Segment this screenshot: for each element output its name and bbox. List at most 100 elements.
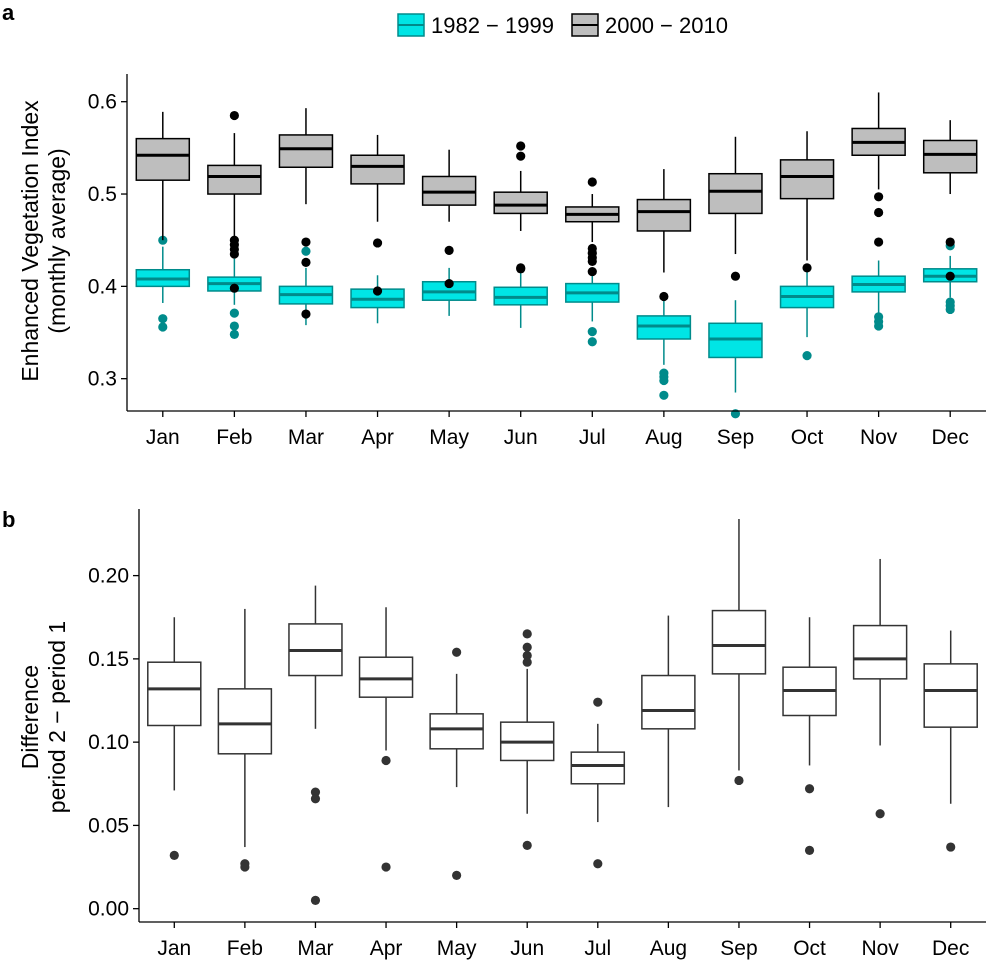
outlier-point [310, 895, 321, 905]
outlier-point [516, 141, 526, 151]
outlier-point [802, 263, 812, 273]
y-axis-ticks: 0.00 0.05 0.10 0.15 0.20 [88, 565, 139, 921]
box-difference-aug [641, 615, 696, 808]
x-tick-label: Jan [157, 937, 191, 960]
outlier-point [522, 650, 532, 661]
outlier-point [659, 291, 669, 302]
y-tick-label: 0.5 [88, 183, 117, 206]
box-iqr [217, 688, 273, 755]
y-axis-title: Enhanced Vegetation Index (monthly avera… [17, 100, 70, 382]
y-tick-label: 0.00 [88, 898, 129, 921]
box-period1-apr [350, 275, 405, 324]
outlier-point [516, 151, 526, 161]
outlier-point [381, 862, 391, 872]
outlier-point [659, 375, 669, 386]
outlier-point [587, 266, 597, 277]
y-tick-label: 0.4 [88, 275, 118, 298]
x-tick-label: Mar [288, 426, 324, 449]
outlier-point [804, 784, 815, 794]
outlier-point [301, 309, 311, 319]
box-iqr [708, 172, 763, 215]
box-iqr [852, 624, 908, 680]
x-tick-label: Nov [861, 937, 899, 960]
x-tick-label: Sep [720, 937, 757, 960]
x-tick-label: May [437, 937, 477, 960]
x-tick-label: Oct [793, 937, 826, 960]
box-iqr [922, 139, 978, 174]
outlier-point [229, 329, 239, 339]
x-tick-label: Mar [297, 937, 333, 960]
box-iqr [641, 674, 696, 730]
x-tick-label: Apr [370, 937, 403, 960]
outlier-point [301, 257, 311, 267]
y-axis-title-line1: Enhanced Vegetation Index [17, 100, 43, 382]
outlier-point [734, 775, 744, 786]
box-period2-oct [779, 131, 835, 273]
x-tick-label: Jun [504, 426, 538, 449]
box-period2-apr [350, 134, 405, 296]
outlier-point [522, 642, 532, 652]
box-difference-nov [852, 558, 908, 819]
box-difference-jul [570, 697, 626, 869]
box-difference-mar [288, 585, 343, 905]
outlier-point [875, 809, 885, 819]
x-tick-label: Jun [510, 937, 544, 960]
x-tick-label: Dec [932, 426, 969, 449]
panel-b-chart: Difference period 2 − period 1 0.000.050… [17, 509, 986, 960]
outlier-point [229, 283, 239, 293]
box-plots [147, 518, 978, 905]
box-iqr [923, 663, 978, 728]
panel-a-chart: 1982 − 1999 2000 − 2010 Enhanced Vegetat… [17, 13, 986, 449]
outlier-point [452, 647, 462, 657]
outlier-point [945, 271, 955, 281]
y-tick-label: 0.15 [88, 648, 129, 671]
box-period1-may [421, 267, 477, 316]
outlier-point [381, 755, 391, 766]
outlier-point [229, 321, 239, 331]
box-iqr [135, 137, 191, 181]
y-axis-title-line2: period 2 − period 1 [44, 621, 70, 813]
box-period1-jan [135, 235, 191, 332]
x-axis-ticks: Jan Feb Mar Apr May Jun Jul Aug Sep Oct Nov Dec [157, 922, 969, 960]
box-period2-dec [922, 120, 978, 281]
x-tick-label: Feb [227, 937, 263, 960]
box-period1-mar [278, 246, 334, 326]
outlier-point [522, 840, 532, 850]
outlier-point [730, 271, 741, 281]
y-axis-ticks: 0.3 0.4 0.5 0.6 [88, 91, 127, 391]
outlier-point [158, 322, 168, 332]
y-axis-title: Difference period 2 − period 1 [17, 621, 70, 813]
box-difference-apr [358, 607, 414, 872]
legend-label-period2: 2000 − 2010 [605, 13, 728, 38]
outlier-point [229, 249, 239, 259]
outlier-point [587, 337, 597, 347]
x-tick-label: Oct [791, 426, 824, 449]
box-period2-jun [493, 141, 548, 274]
box-period2-feb [207, 110, 262, 293]
box-difference-feb [217, 608, 273, 872]
legend: 1982 − 1999 2000 − 2010 [397, 13, 728, 38]
box-period1-jun [493, 267, 548, 328]
x-tick-label: Aug [650, 937, 687, 960]
outlier-point [946, 842, 956, 852]
legend-entry-period1: 1982 − 1999 [397, 13, 554, 38]
outlier-point [229, 110, 239, 121]
x-tick-label: Apr [361, 426, 394, 449]
y-tick-label: 0.3 [88, 368, 117, 391]
x-tick-label: Jul [579, 426, 606, 449]
box-difference-jun [499, 629, 555, 850]
y-tick-label: 0.6 [88, 91, 117, 114]
outlier-point [372, 286, 383, 296]
box-period1-nov [851, 260, 906, 331]
box-period1-aug [636, 300, 692, 400]
outlier-point [452, 870, 462, 880]
box-period2-mar [278, 108, 334, 319]
outlier-point [444, 245, 454, 255]
box-iqr [358, 656, 414, 698]
legend-entry-period2: 2000 − 2010 [571, 13, 728, 38]
outlier-point [522, 629, 532, 639]
outlier-point [874, 237, 884, 247]
box-iqr [147, 661, 202, 727]
